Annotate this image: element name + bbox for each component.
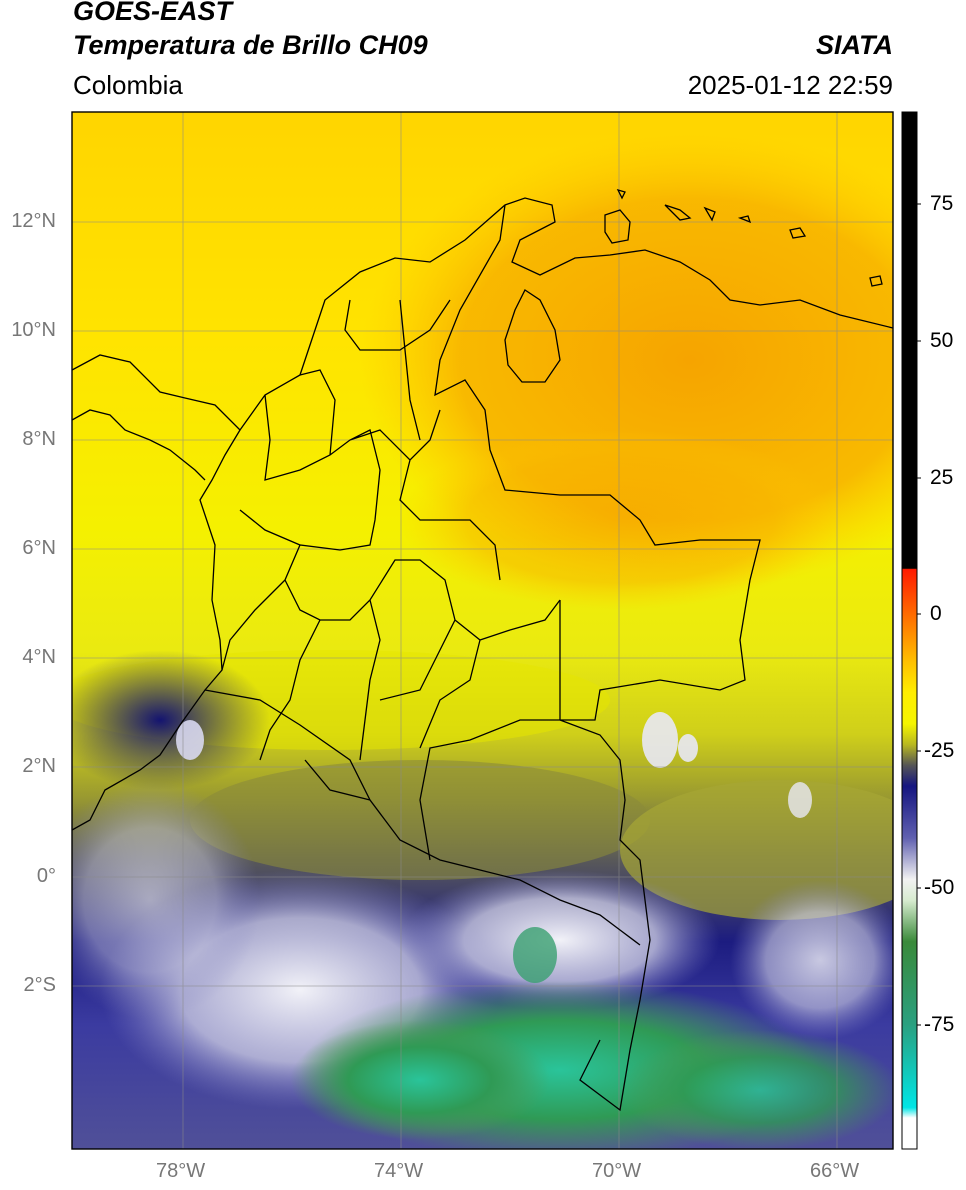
colorbar-label-75: 75	[930, 192, 954, 215]
lon-tick-66w: 66°W	[810, 1160, 860, 1182]
border-south	[204, 689, 641, 946]
product-title: Temperatura de Brillo CH09	[73, 30, 428, 60]
lake-maracaibo	[504, 289, 561, 383]
source-label: SIATA	[816, 30, 893, 60]
colorbar-label-neg75: -75	[924, 1013, 955, 1036]
lon-tick-70w: 70°W	[592, 1160, 642, 1182]
island-bonaire	[703, 206, 716, 222]
lat-tick-0: 0°	[36, 865, 56, 887]
lat-tick-10n: 10°N	[11, 319, 56, 341]
lat-tick-2s: 2°S	[23, 974, 56, 996]
lon-tick-78w: 78°W	[156, 1160, 206, 1182]
region-label: Colombia	[73, 70, 183, 100]
lat-tick-12n: 12°N	[11, 210, 56, 232]
boundaries	[72, 188, 893, 1112]
coastline-caribbean	[72, 197, 893, 432]
department-lines	[221, 299, 561, 801]
island-margarita	[789, 227, 807, 239]
border-venezuela	[434, 204, 761, 721]
island-small-1	[737, 215, 752, 224]
colorbar-label-0: 0	[930, 602, 942, 625]
map-frame	[71, 111, 894, 1150]
datetime-label: 2025-01-12 22:59	[687, 70, 893, 100]
island-small-2	[616, 188, 626, 200]
lon-tick-74w: 74°W	[374, 1160, 424, 1182]
colorbar-label-neg25: -25	[924, 739, 955, 762]
lat-tick-8n: 8°N	[22, 428, 56, 450]
satellite-imagery	[72, 112, 893, 1149]
coastline-panama	[72, 409, 206, 481]
border-brazil	[419, 600, 651, 1112]
colorbar-label-25: 25	[930, 466, 954, 489]
colorbar	[901, 111, 918, 1150]
satellite-title: GOES-EAST	[73, 0, 233, 26]
colorbar-label-50: 50	[930, 329, 954, 352]
lat-tick-4n: 4°N	[22, 646, 56, 668]
gridlines	[72, 112, 893, 1149]
island-curacao	[604, 209, 631, 244]
colorbar-ticks	[917, 203, 921, 1026]
island-aruba	[664, 204, 692, 221]
lat-tick-2n: 2°N	[22, 755, 56, 777]
island-trinidad	[869, 275, 883, 287]
colorbar-label-neg50: -50	[924, 876, 955, 899]
lat-tick-6n: 6°N	[22, 537, 56, 559]
